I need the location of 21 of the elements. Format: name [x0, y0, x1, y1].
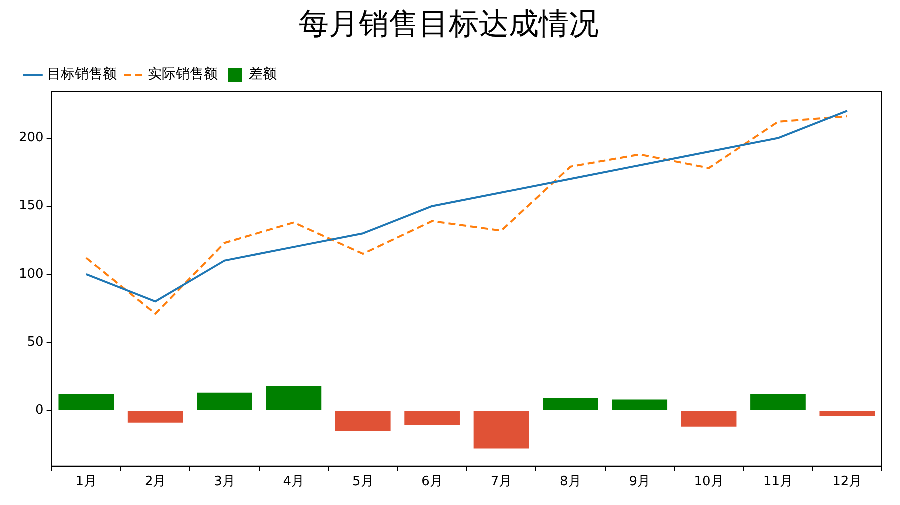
y-tick-label: 0 — [36, 402, 44, 418]
x-tick-label: 4月 — [283, 474, 305, 490]
legend-label: 差额 — [249, 66, 277, 83]
x-tick-label: 1月 — [76, 474, 98, 490]
x-tick-label: 11月 — [763, 474, 793, 490]
x-tick-label: 12月 — [832, 474, 862, 490]
x-tick-label: 5月 — [352, 474, 374, 490]
y-tick-label: 100 — [18, 266, 44, 282]
x-tick-label: 9月 — [629, 474, 651, 490]
y-tick-label: 150 — [18, 198, 44, 214]
y-tick-label: 50 — [27, 334, 44, 350]
x-tick-label: 2月 — [144, 474, 166, 490]
y-tick-label: 200 — [18, 130, 44, 146]
legend-label: 实际销售额 — [148, 66, 218, 83]
x-tick-label: 3月 — [214, 474, 236, 490]
x-tick-label: 10月 — [694, 474, 724, 490]
chart-title: 每月销售目标达成情况 — [299, 6, 599, 42]
x-tick-label: 7月 — [490, 474, 512, 490]
x-tick-label: 6月 — [422, 474, 443, 490]
x-tick-label: 8月 — [560, 474, 582, 490]
legend-label: 目标销售额 — [47, 66, 117, 83]
